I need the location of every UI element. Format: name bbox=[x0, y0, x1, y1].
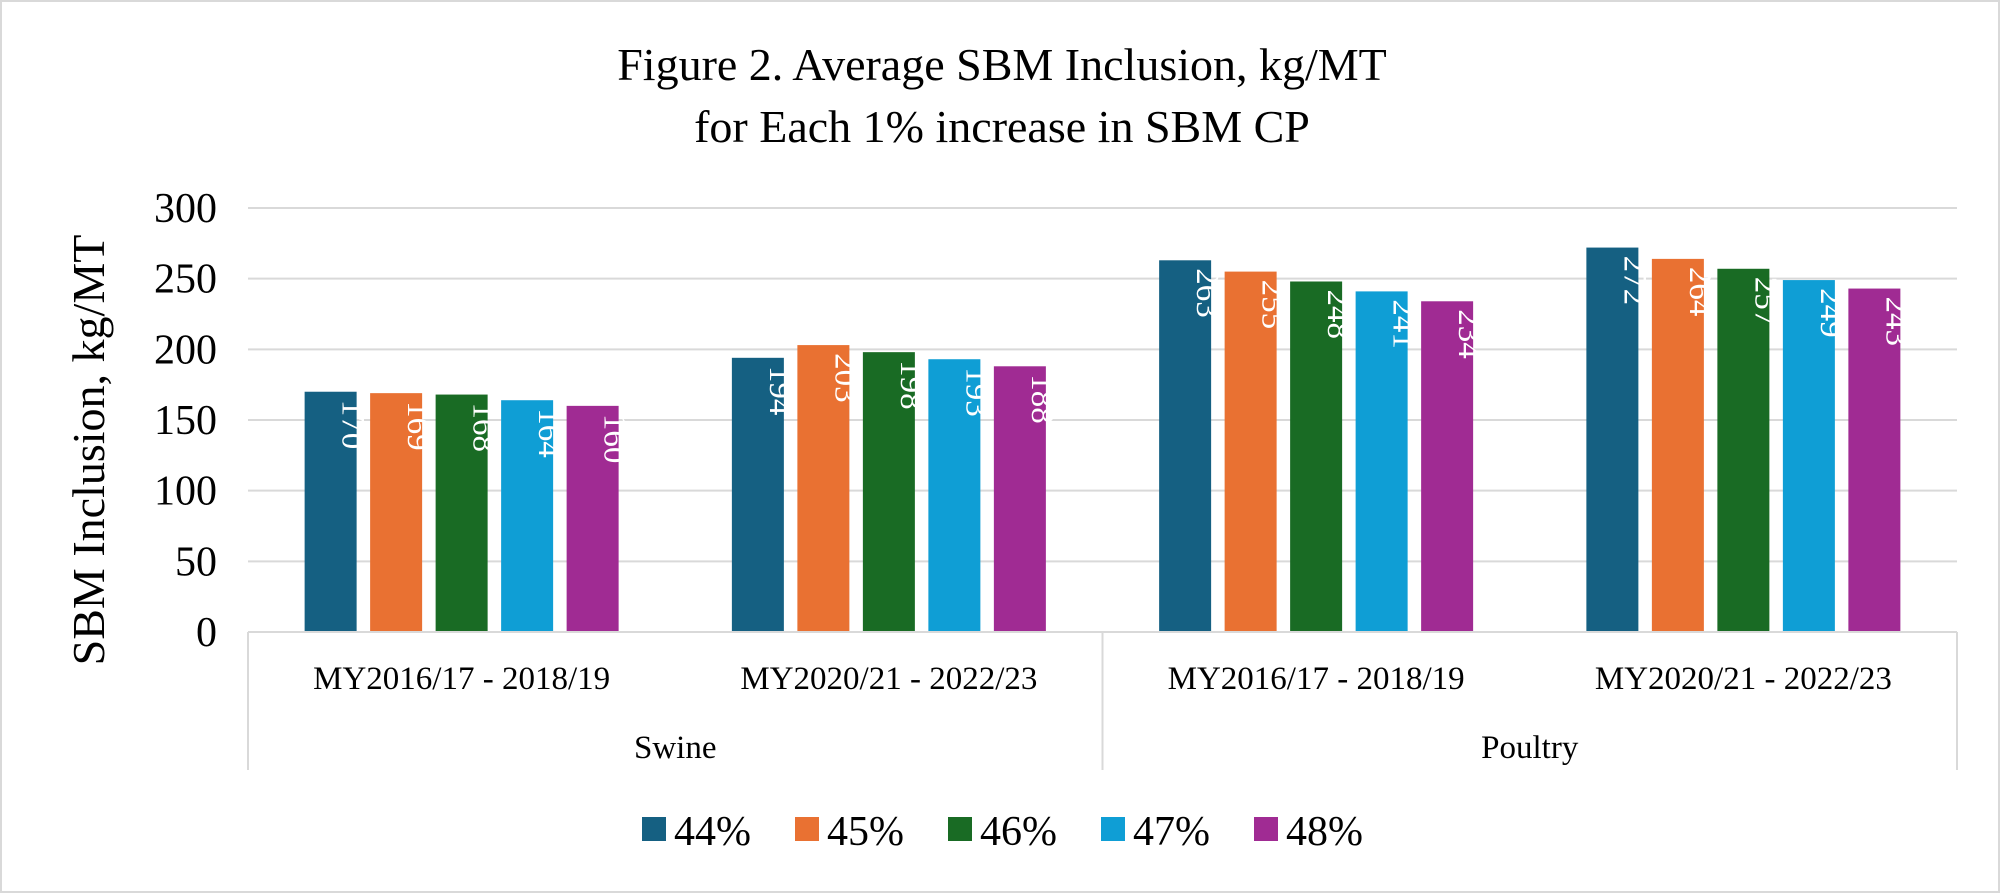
bar bbox=[1224, 271, 1277, 632]
y-tick-label: 50 bbox=[175, 539, 217, 585]
legend-label: 44% bbox=[674, 809, 751, 855]
data-label: 248 bbox=[1320, 289, 1356, 339]
y-axis-title: SBM Inclusion, kg/MT bbox=[63, 235, 114, 666]
x-axis: MY2016/17 - 2018/19 MY2020/21 - 2022/23 MY… bbox=[247, 631, 1958, 770]
chart-subtitle: for Each 1% increase in SBM CP bbox=[694, 101, 1310, 152]
data-label: 249 bbox=[1813, 288, 1849, 338]
y-tick-label: 250 bbox=[154, 257, 217, 303]
y-tick-label: 150 bbox=[154, 398, 217, 444]
bar bbox=[731, 357, 784, 632]
data-label: 243 bbox=[1878, 297, 1914, 347]
bar bbox=[1717, 268, 1770, 632]
legend: 44% 45% 46% 47% 48% bbox=[642, 809, 1363, 855]
bar bbox=[501, 400, 554, 632]
legend-label: 47% bbox=[1133, 809, 1210, 855]
bar bbox=[993, 366, 1046, 632]
data-label: 188 bbox=[1024, 374, 1060, 424]
data-label: 263 bbox=[1189, 268, 1225, 318]
data-label: 169 bbox=[400, 401, 436, 451]
legend-item: 47% bbox=[1101, 809, 1210, 855]
data-labels: 170 194 263 272 169 203 255 264 168 198 248 257 164 1… bbox=[335, 256, 1915, 464]
data-label: 257 bbox=[1747, 277, 1783, 327]
legend-label: 45% bbox=[827, 809, 904, 855]
data-label: 193 bbox=[958, 367, 994, 417]
group-label: Swine bbox=[634, 730, 717, 766]
legend-item: 48% bbox=[1254, 809, 1363, 855]
bar bbox=[928, 359, 981, 632]
legend-item: 46% bbox=[948, 809, 1057, 855]
bar bbox=[435, 394, 488, 632]
x-tick-label: MY2020/21 - 2022/23 bbox=[740, 661, 1037, 697]
legend-label: 48% bbox=[1286, 809, 1363, 855]
bar bbox=[1848, 288, 1901, 632]
bar bbox=[1290, 281, 1343, 632]
x-tick-label: MY2016/17 - 2018/19 bbox=[313, 661, 610, 697]
data-label: 264 bbox=[1682, 267, 1718, 317]
bar bbox=[797, 345, 850, 632]
y-tick-label: 100 bbox=[154, 469, 217, 515]
data-label: 241 bbox=[1386, 299, 1422, 349]
legend-swatch bbox=[642, 817, 666, 841]
legend-swatch bbox=[1101, 817, 1125, 841]
data-label: 203 bbox=[827, 353, 863, 403]
bar bbox=[1782, 280, 1835, 632]
chart-title: Figure 2. Average SBM Inclusion, kg/MT bbox=[617, 39, 1387, 90]
data-label: 160 bbox=[597, 414, 633, 464]
x-tick-label: MY2020/21 - 2022/23 bbox=[1595, 661, 1892, 697]
y-tick-label: 200 bbox=[154, 327, 217, 373]
x-tick-label: MY2016/17 - 2018/19 bbox=[1168, 661, 1465, 697]
bar bbox=[1159, 260, 1212, 632]
bar bbox=[1421, 301, 1474, 632]
bar bbox=[1355, 291, 1408, 632]
bar bbox=[566, 405, 619, 632]
y-tick-label: 300 bbox=[154, 186, 217, 232]
data-label: 170 bbox=[335, 400, 371, 450]
legend-swatch bbox=[948, 817, 972, 841]
data-label: 164 bbox=[531, 408, 567, 458]
group-label: Poultry bbox=[1481, 730, 1579, 766]
data-label: 194 bbox=[762, 366, 798, 416]
data-label: 168 bbox=[466, 403, 502, 453]
data-label: 255 bbox=[1255, 280, 1291, 330]
bar bbox=[1586, 247, 1639, 632]
legend-item: 45% bbox=[795, 809, 904, 855]
data-label: 234 bbox=[1451, 309, 1487, 359]
legend-swatch bbox=[1254, 817, 1278, 841]
bar bbox=[370, 393, 423, 632]
legend-swatch bbox=[795, 817, 819, 841]
y-tick-label: 0 bbox=[196, 610, 217, 656]
legend-item: 44% bbox=[642, 809, 751, 855]
bar bbox=[862, 352, 915, 632]
bars bbox=[304, 247, 1901, 632]
data-label: 272 bbox=[1616, 256, 1652, 306]
gridlines: 0 50 100 150 200 250 300 bbox=[154, 186, 1957, 656]
legend-label: 46% bbox=[980, 809, 1057, 855]
bar bbox=[1651, 258, 1704, 632]
data-label: 198 bbox=[893, 360, 929, 410]
bar bbox=[304, 391, 357, 632]
